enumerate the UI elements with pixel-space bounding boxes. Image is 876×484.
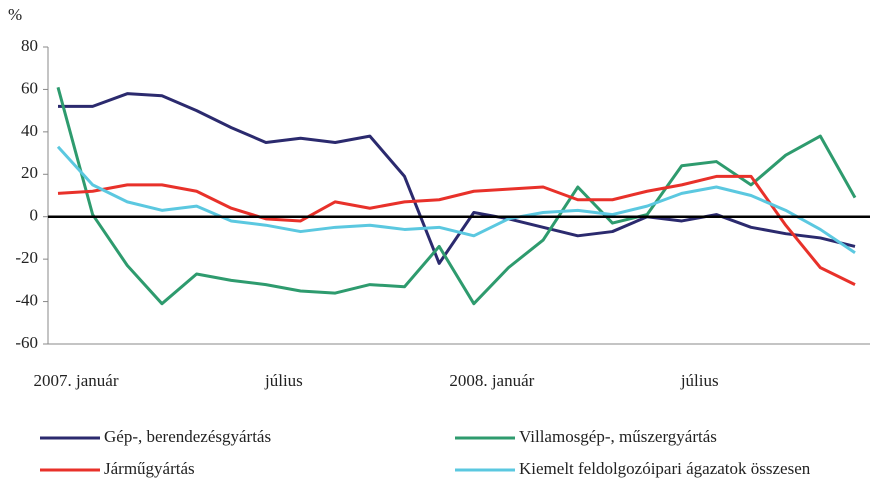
legend-label: Kiemelt feldolgozóipari ágazatok összese… (519, 459, 811, 478)
y-tick-label: 0 (30, 206, 39, 225)
y-tick-label: -20 (15, 248, 38, 267)
series-line (58, 92, 856, 265)
x-tick-label: július (264, 371, 303, 390)
x-tick-label: 2008. január (449, 371, 534, 390)
series-line (57, 174, 856, 286)
y-tick-label: -60 (15, 333, 38, 352)
legend-label: Gép-, berendezésgyártás (104, 427, 271, 446)
y-tick-label: -40 (15, 290, 38, 309)
legend-label: Járműgyártás (104, 459, 195, 478)
y-tick-label: 40 (21, 121, 38, 140)
series-line (56, 145, 856, 255)
y-unit: % (8, 5, 22, 24)
y-tick-label: 60 (21, 78, 38, 97)
x-tick-label: július (680, 371, 719, 390)
y-tick-label: 20 (21, 163, 38, 182)
series-line (56, 86, 857, 306)
y-tick-label: 80 (21, 36, 38, 55)
legend-label: Villamosgép-, műszergyártás (519, 427, 717, 446)
x-tick-label: 2007. január (34, 371, 119, 390)
